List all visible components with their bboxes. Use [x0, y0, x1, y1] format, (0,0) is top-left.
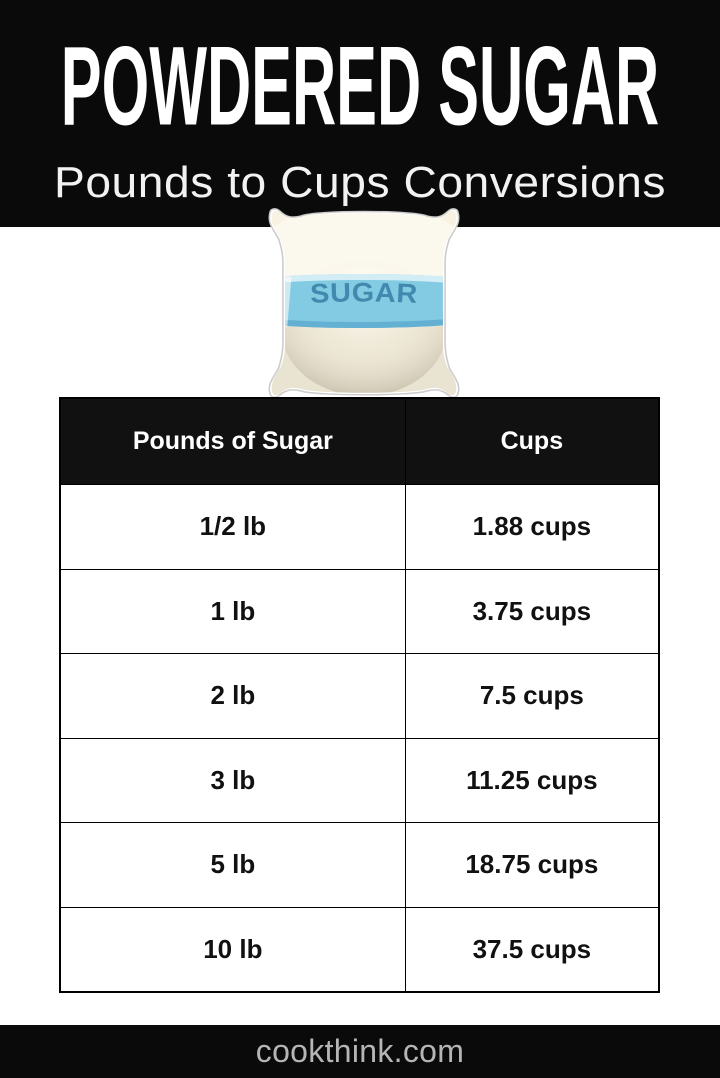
svg-text:SUGAR: SUGAR: [309, 277, 418, 308]
